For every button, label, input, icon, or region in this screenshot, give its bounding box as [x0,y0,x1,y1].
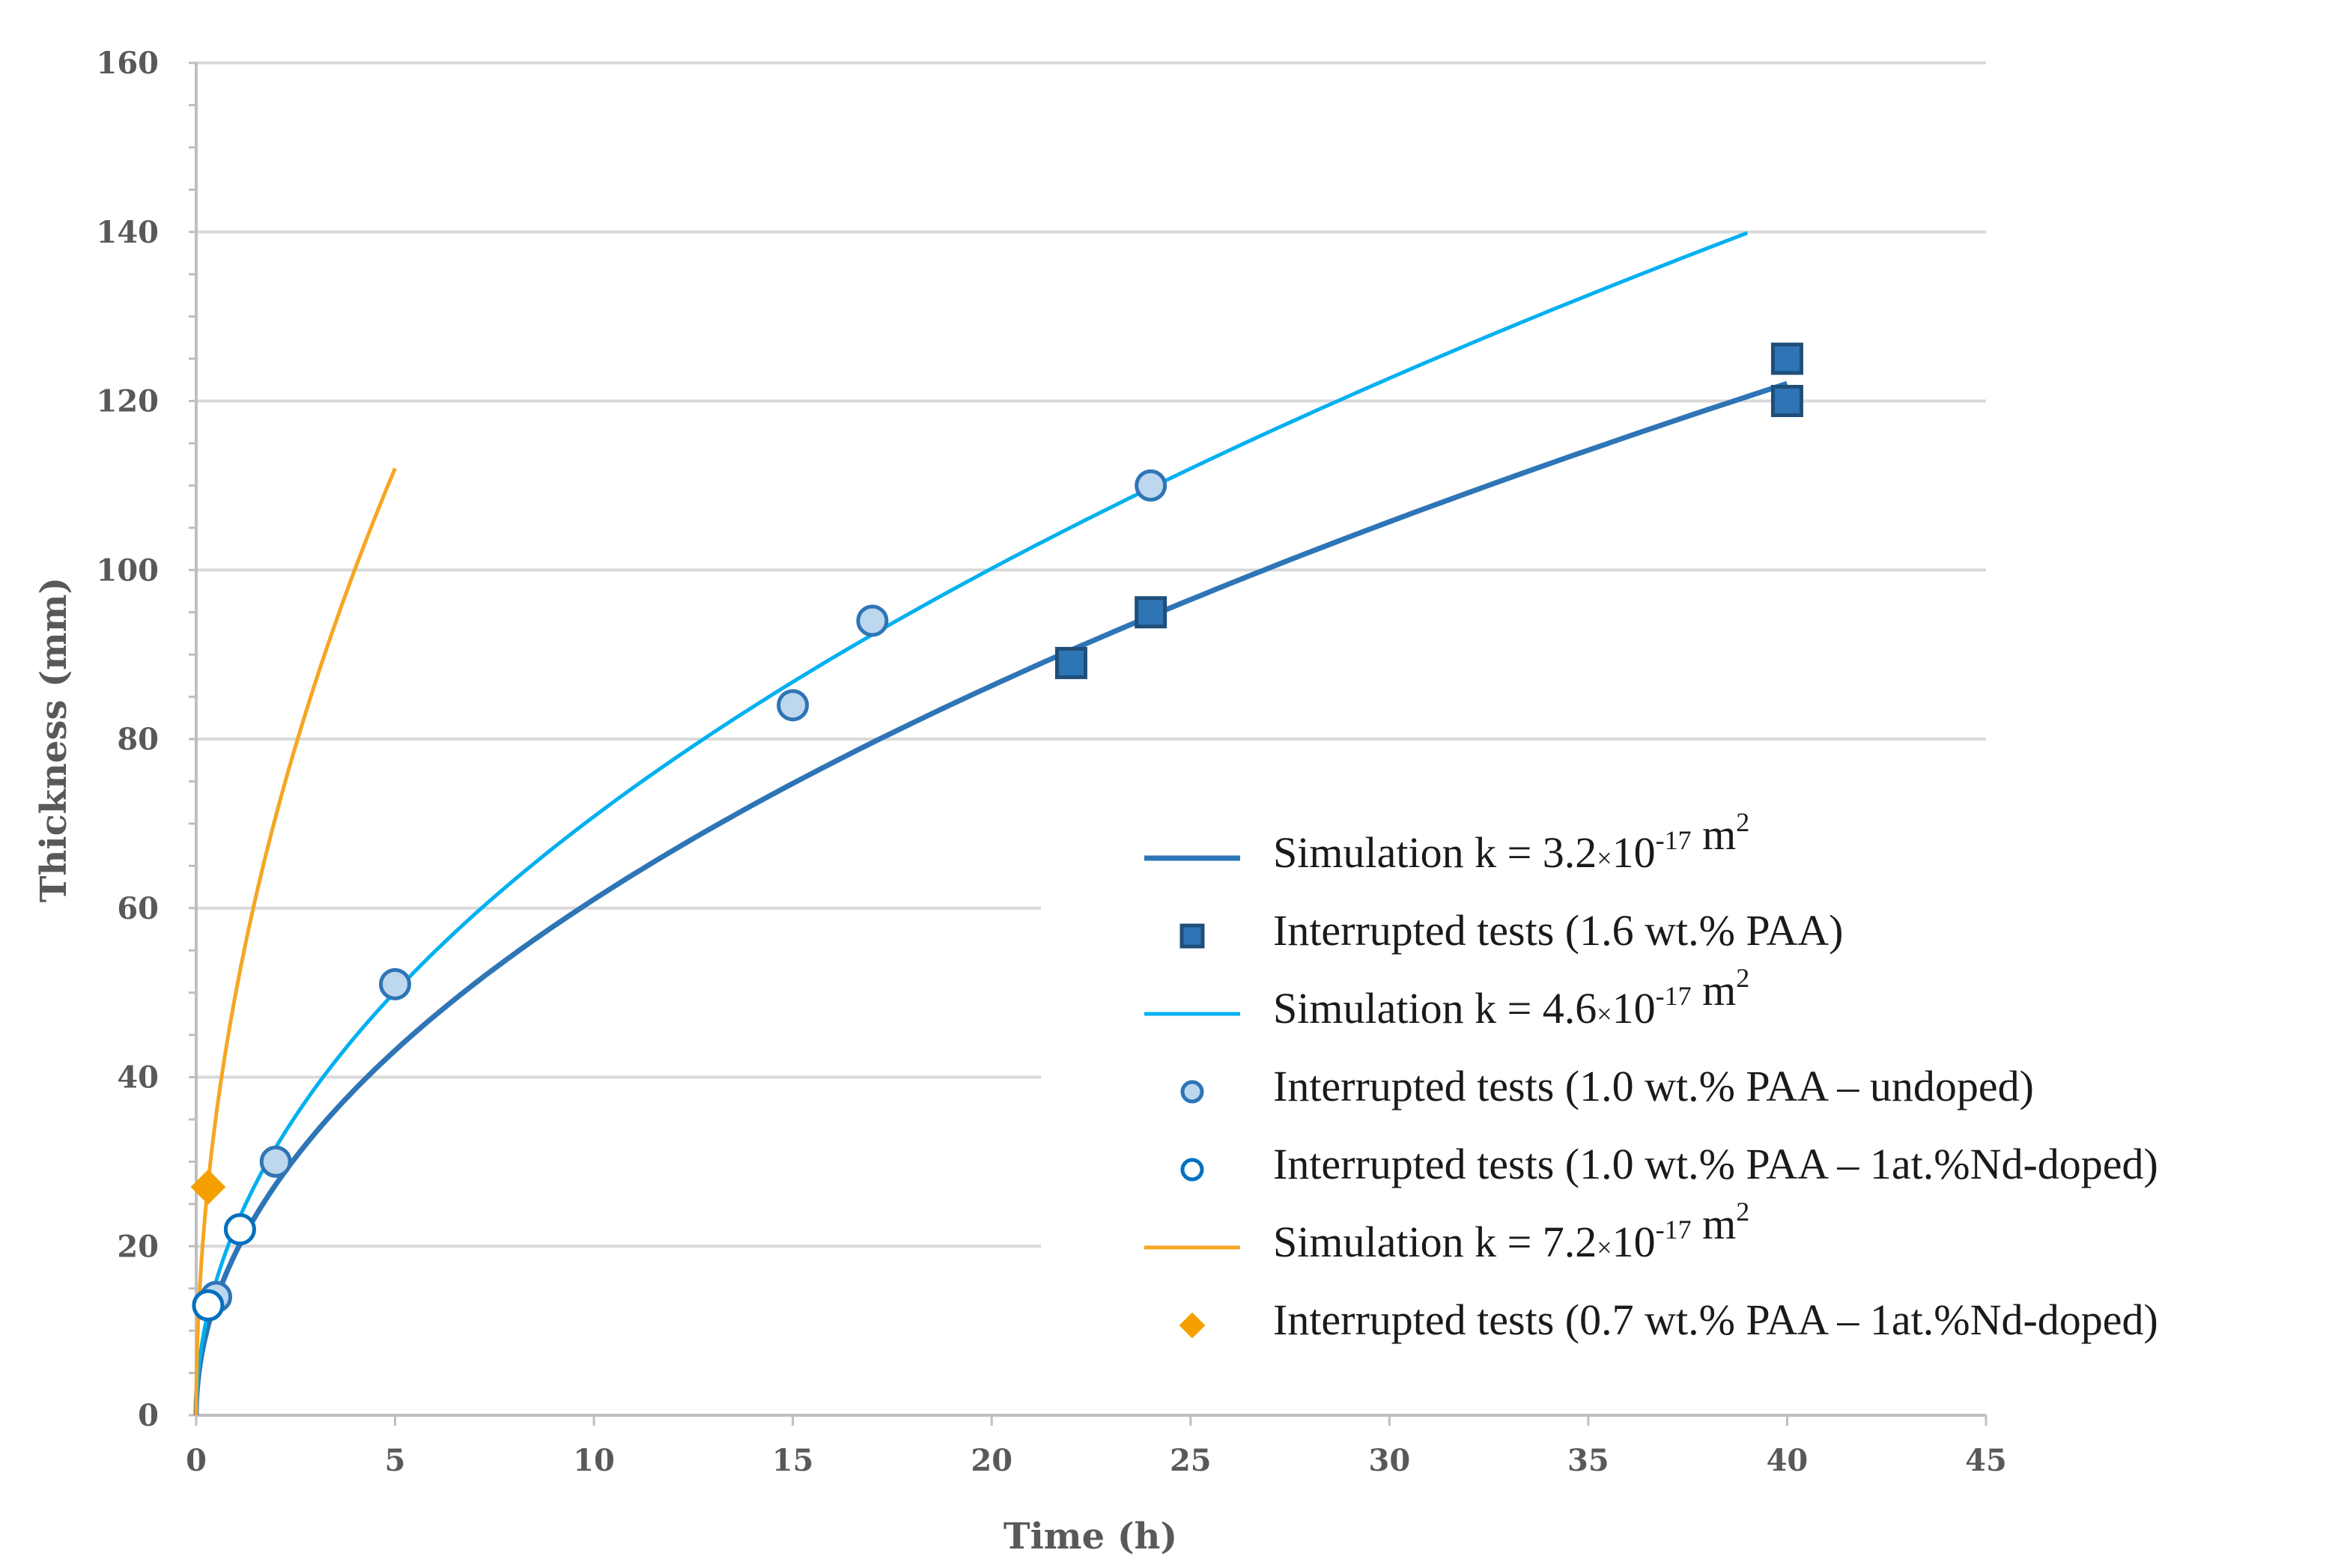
x-tick-label-45: 45 [1965,1443,2007,1478]
legend-label-part: Simulation k = 7.2 [1273,1218,1597,1266]
legend-label: Interrupted tests (1.0 wt.% PAA – undope… [1273,1062,2034,1110]
data-point-circle-5 [856,604,889,637]
legend-entry-6: Simulation k = 7.2×10-17 m2 [1144,1197,1749,1266]
legend-label: Simulation k = 3.2×10-17 m2 [1273,807,1749,877]
legend-label-part: -17 [1656,1215,1692,1245]
x-axis-title: Time (h) [1003,1516,1177,1558]
data-point-square-1 [1054,646,1087,679]
data-point-square-4 [1770,385,1803,417]
x-tick-label-25: 25 [1170,1443,1212,1478]
data-point-circle-1 [192,1289,225,1322]
legend-label-part: 10 [1612,828,1656,877]
legend-label-part: 10 [1612,1218,1656,1266]
legend-label: Simulation k = 4.6×10-17 m2 [1273,963,1749,1033]
x-tick-label-35: 35 [1567,1443,1609,1478]
simulation-curve-3 [194,467,397,1415]
legend-marker-swatch [1180,1080,1204,1104]
y-tick-label-20: 20 [117,1229,159,1264]
legend-label-part: 2 [1736,963,1749,993]
legend-label: Interrupted tests (1.6 wt.% PAA) [1273,906,1843,955]
legend-label: Interrupted tests (1.0 wt.% PAA – 1at.%N… [1273,1140,2158,1188]
data-point-circle-3 [379,967,412,1000]
y-tick-label-140: 140 [97,215,160,250]
legend-label: Interrupted tests (0.7 wt.% PAA – 1at.%N… [1273,1295,2158,1344]
legend-label-part: 2 [1736,1197,1749,1227]
legend-label-part: m [1692,966,1737,1015]
legend-label-part: Simulation k = 3.2 [1273,828,1597,877]
data-point-circle-6 [1135,469,1167,502]
legend-label-part: Simulation k = 4.6 [1273,984,1597,1033]
y-tick-label-60: 60 [117,891,159,926]
y-tick-label-40: 40 [117,1060,159,1096]
x-tick-label-5: 5 [385,1443,406,1478]
data-point-circle-2 [259,1145,292,1178]
legend-marker-swatch [1179,1312,1206,1339]
data-point-square-3 [1770,342,1803,375]
y-tick-label-80: 80 [117,722,159,757]
y-tick-label-160: 160 [97,46,160,81]
legend-label-part: 2 [1736,807,1749,837]
y-tick-label-120: 120 [97,384,160,419]
legend-entry-3: Simulation k = 4.6×10-17 m2 [1144,963,1749,1033]
legend-label-part: m [1692,1200,1737,1248]
y-tick-label-100: 100 [97,553,160,588]
y-tick-label-0: 0 [138,1398,159,1433]
data-point-circle-4 [777,689,810,722]
legend-label-part: × [1597,999,1612,1029]
legend-marker-swatch [1179,923,1205,949]
data-markers [190,342,1803,1322]
legend-label-part: m [1692,810,1737,859]
data-point-circle-2 [223,1213,256,1246]
legend-entry-4: Interrupted tests (1.0 wt.% PAA – undope… [1180,1062,2034,1110]
x-tick-label-40: 40 [1767,1443,1809,1478]
data-point-diamond-1 [190,1169,226,1205]
tick-labels: 0 20 40 60 80 100 120 140 160 0 5 10 15 20 25 30 35 40 45 [97,46,2007,1478]
legend-label-part: 10 [1612,984,1656,1033]
legend-label-part: × [1597,843,1612,873]
data-point-square-2 [1135,596,1167,629]
legend-label-part: -17 [1656,825,1692,855]
y-axis-title: Thickness (mm) [33,577,75,903]
legend-label-part: -17 [1656,981,1692,1011]
x-tick-label-0: 0 [186,1443,207,1478]
legend-entry-1: Simulation k = 3.2×10-17 m2 [1144,807,1749,877]
x-tick-label-15: 15 [772,1443,814,1478]
legend-marker-swatch [1180,1158,1204,1182]
legend-label: Simulation k = 7.2×10-17 m2 [1273,1197,1749,1266]
legend-background [1041,801,2326,1355]
x-tick-label-10: 10 [573,1443,615,1478]
legend-entry-7: Interrupted tests (0.7 wt.% PAA – 1at.%N… [1179,1295,2158,1344]
legend-entry-5: Interrupted tests (1.0 wt.% PAA – 1at.%N… [1180,1140,2158,1188]
x-tick-label-30: 30 [1368,1443,1410,1478]
legend-entry-2: Interrupted tests (1.6 wt.% PAA) [1179,906,1843,955]
x-tick-label-20: 20 [971,1443,1012,1478]
legend-label-part: × [1597,1233,1612,1262]
